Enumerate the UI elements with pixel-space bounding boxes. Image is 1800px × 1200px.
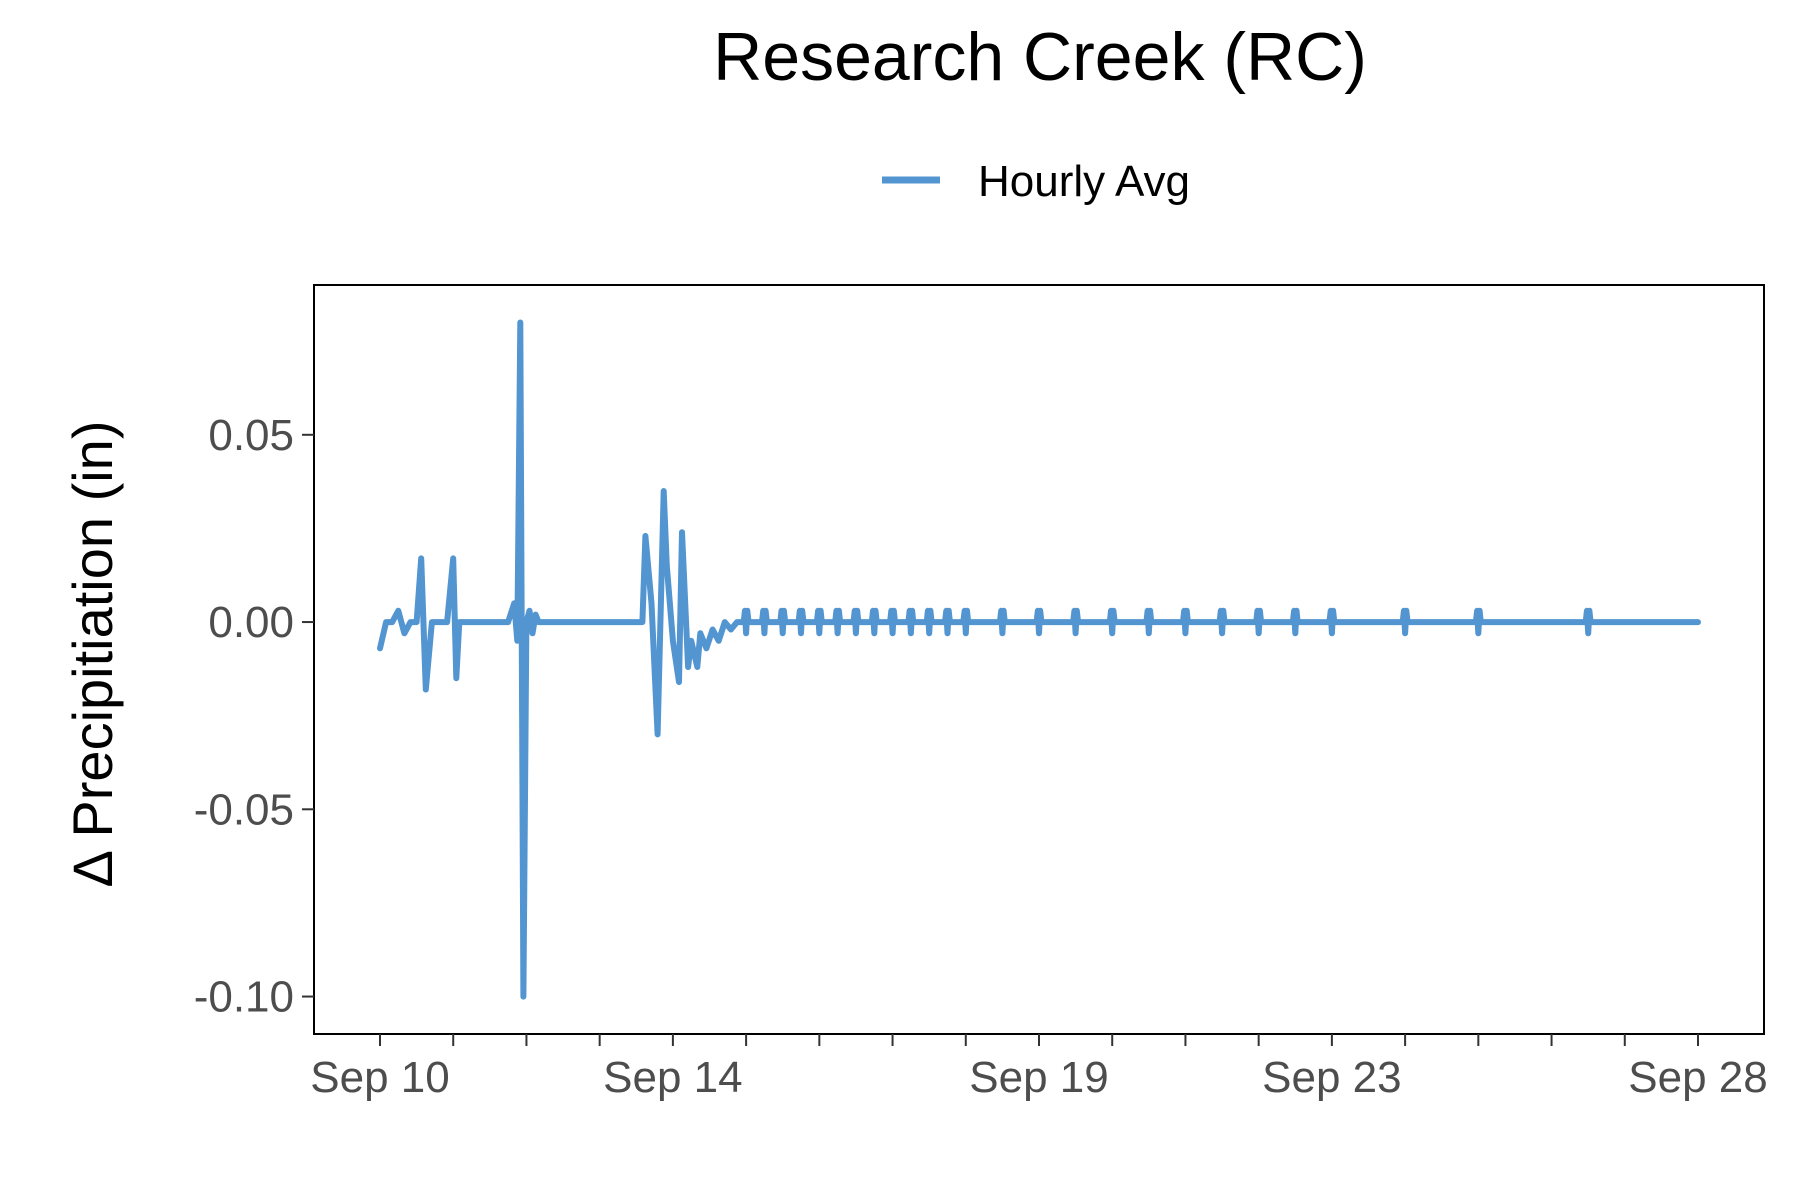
x-tick-label: Sep 28 — [1628, 1053, 1767, 1102]
series-line-hourly-avg — [377, 319, 1701, 1000]
x-tick-label: Sep 23 — [1262, 1053, 1401, 1102]
legend-label-hourly-avg: Hourly Avg — [978, 157, 1190, 206]
y-tick-label: 0.05 — [208, 411, 294, 460]
x-tick-label: Sep 10 — [310, 1053, 449, 1102]
y-tick-label: -0.10 — [194, 973, 294, 1022]
y-tick-label: -0.05 — [194, 785, 294, 834]
x-tick-label: Sep 14 — [603, 1053, 742, 1102]
y-axis-title: Δ Precipitiation (in) — [61, 421, 124, 888]
x-tick-label: Sep 19 — [969, 1053, 1108, 1102]
series-layer — [377, 319, 1701, 1000]
y-axis: 0.05 0.00 -0.05 -0.10 — [194, 411, 314, 1022]
y-tick-label: 0.00 — [208, 598, 294, 647]
chart-title: Research Creek (RC) — [713, 19, 1367, 95]
plot-panel — [313, 284, 1765, 1035]
legend: Hourly Avg — [882, 157, 1190, 206]
x-axis: Sep 10 Sep 14 Sep 19 Sep 23 Sep 28 — [310, 1034, 1768, 1102]
